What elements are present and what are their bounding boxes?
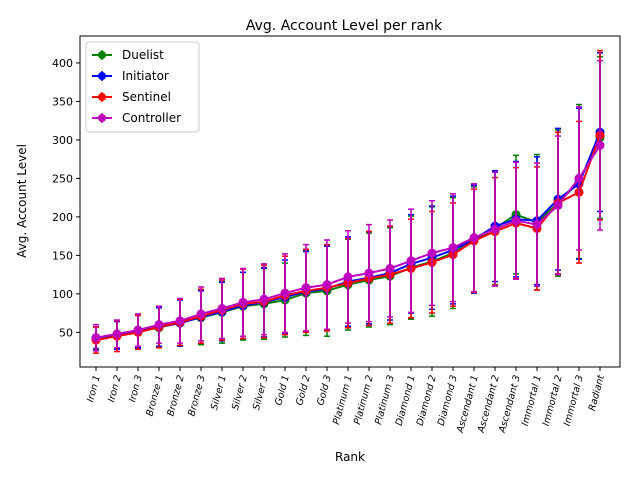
- y-tick-label: 350: [52, 95, 73, 108]
- x-tick-label: Silver 1: [209, 374, 229, 411]
- data-point: [175, 316, 185, 326]
- x-tick-label: Diamond 2: [415, 374, 439, 427]
- data-point: [595, 140, 605, 150]
- x-tick-label: Platinum 1: [331, 374, 355, 426]
- data-point: [322, 280, 332, 290]
- data-point: [301, 283, 311, 293]
- legend-label: Initiator: [122, 69, 169, 83]
- data-point: [511, 216, 521, 226]
- legend-label: Sentinel: [122, 90, 171, 104]
- y-axis: 50 100 150 200 250 300 350 400: [52, 57, 80, 339]
- y-tick-label: 50: [59, 326, 73, 339]
- y-tick-label: 400: [52, 57, 73, 70]
- y-tick-label: 250: [52, 172, 73, 185]
- data-point: [406, 256, 416, 266]
- y-tick-label: 200: [52, 211, 73, 224]
- data-point: [343, 272, 353, 282]
- y-tick-label: 300: [52, 134, 73, 147]
- x-tick-label: Platinum 2: [352, 374, 376, 426]
- data-point: [448, 243, 458, 253]
- x-tick-label: Bronze 1: [144, 374, 166, 418]
- x-tick-label: Silver 3: [251, 374, 271, 411]
- data-point: [259, 294, 269, 304]
- x-tick-label: Gold 3: [315, 374, 334, 407]
- data-point: [490, 224, 500, 234]
- data-point: [532, 220, 542, 230]
- legend-label: Controller: [122, 111, 181, 125]
- x-tick-label: Radiant: [587, 373, 607, 412]
- legend-marker: [98, 72, 106, 80]
- x-tick-label: Iron 3: [127, 374, 145, 404]
- x-tick-label: Immortal 1: [520, 374, 544, 427]
- data-point: [385, 263, 395, 273]
- x-tick-label: Diamond 3: [436, 374, 460, 427]
- data-point: [469, 233, 479, 243]
- plot-frame: [79, 35, 621, 368]
- data-point: [280, 288, 290, 298]
- x-axis: Iron 1 Iron 2 Iron 3 Bronze 1 Bronze 2 Bronze…: [85, 367, 607, 435]
- x-tick-label: Bronze 2: [165, 374, 187, 418]
- x-tick-label: Immortal 2: [541, 374, 565, 427]
- data-point: [574, 173, 584, 183]
- y-axis-label: Avg. Account Level: [15, 144, 29, 258]
- series-layer: [91, 49, 605, 354]
- x-tick-label: Diamond 1: [394, 374, 418, 427]
- x-tick-label: Silver 2: [230, 374, 250, 411]
- chart-title: Avg. Account Level per rank: [246, 18, 443, 34]
- x-tick-label: Immortal 3: [562, 374, 586, 427]
- x-tick-label: Ascendant 3: [497, 374, 523, 435]
- data-point: [154, 320, 164, 330]
- x-tick-label: Gold 2: [294, 374, 313, 407]
- data-point: [133, 325, 143, 335]
- data-point: [112, 329, 122, 339]
- data-point: [91, 333, 101, 343]
- legend-marker: [98, 114, 106, 122]
- data-point: [217, 303, 227, 313]
- legend-marker: [98, 51, 106, 59]
- x-axis-label: Rank: [335, 450, 365, 464]
- x-tick-label: Bronze 3: [186, 374, 208, 418]
- y-tick-label: 100: [52, 288, 73, 301]
- x-tick-label: Gold 1: [273, 374, 292, 407]
- data-point: [553, 200, 563, 210]
- legend-marker: [98, 93, 106, 101]
- series: [91, 59, 605, 352]
- data-point: [427, 248, 437, 258]
- data-point: [364, 268, 374, 278]
- y-tick-label: 150: [52, 249, 73, 262]
- legend-box: [85, 41, 200, 133]
- x-tick-label: Platinum 3: [373, 374, 397, 426]
- legend: Duelist Initiator Sentinel Controller: [85, 41, 200, 133]
- x-tick-label: Iron 1: [85, 374, 103, 404]
- data-point: [238, 297, 248, 307]
- x-tick-label: Iron 2: [106, 374, 124, 404]
- legend-label: Duelist: [122, 48, 164, 62]
- data-point: [196, 309, 206, 319]
